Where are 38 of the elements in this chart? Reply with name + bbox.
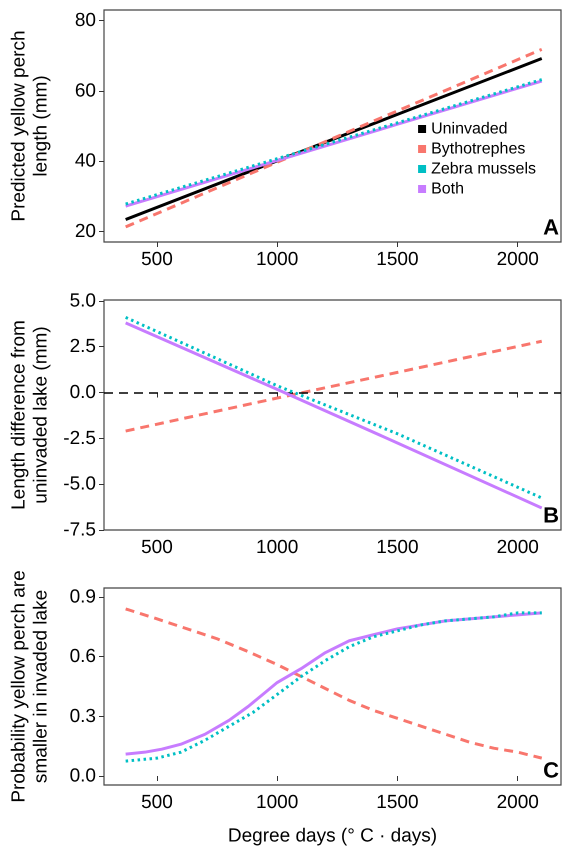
y-tick-label: 40: [74, 150, 96, 172]
line-series: [124, 340, 544, 433]
y-tick-label: 80: [74, 10, 96, 32]
x-tick-label: 500: [141, 249, 173, 270]
x-tick-label: 1500: [376, 249, 419, 270]
y-tick-label: 0.9: [70, 586, 96, 608]
y-tick-label: -7.5: [63, 520, 96, 540]
x-tick-label: 1500: [376, 537, 419, 558]
y-tick-label: 5.0: [70, 290, 96, 312]
y-tick-label: 0.6: [70, 646, 96, 668]
x-tick-label: 500: [141, 537, 173, 558]
y-tick-label: 2.5: [70, 336, 96, 358]
y-tick-label: 60: [74, 80, 96, 102]
legend-label: Both: [431, 180, 464, 198]
x-tick-label: 1000: [256, 792, 298, 813]
y-tick-label: -2.5: [63, 428, 96, 449]
legend-label: Zebra mussels: [431, 160, 536, 178]
x-tick-label: 1500: [376, 792, 419, 813]
y-tick-label: 0.3: [70, 706, 96, 727]
y-axis-title: Length difference from uninvaded lake (mm): [8, 320, 52, 510]
y-axis-title: Probability yellow perch are smaller in invaded lake: [8, 570, 52, 803]
y-axis-title: Predicted yellow perch length (mm): [8, 30, 52, 222]
y-tick-label: -5.0: [63, 474, 96, 495]
x-tick-label: 1000: [256, 537, 298, 558]
legend-label: Bythotrephes: [431, 140, 526, 158]
x-tick-label: 2000: [496, 249, 539, 270]
annotation: A: [543, 214, 560, 240]
x-tick-label: 2000: [496, 537, 539, 558]
x-axis-title: Degree days (° C · days): [228, 826, 438, 846]
x-tick-label: 1000: [256, 249, 298, 270]
annotation: B: [543, 502, 560, 528]
y-tick-label: 20: [74, 220, 96, 242]
x-tick-label: 2000: [496, 792, 539, 813]
annotation: C: [543, 758, 560, 782]
y-tick-label: 0.0: [70, 766, 96, 787]
x-tick-label: 500: [141, 792, 173, 813]
legend-label: Uninvaded: [431, 120, 508, 138]
y-tick-label: 0.0: [70, 382, 96, 404]
